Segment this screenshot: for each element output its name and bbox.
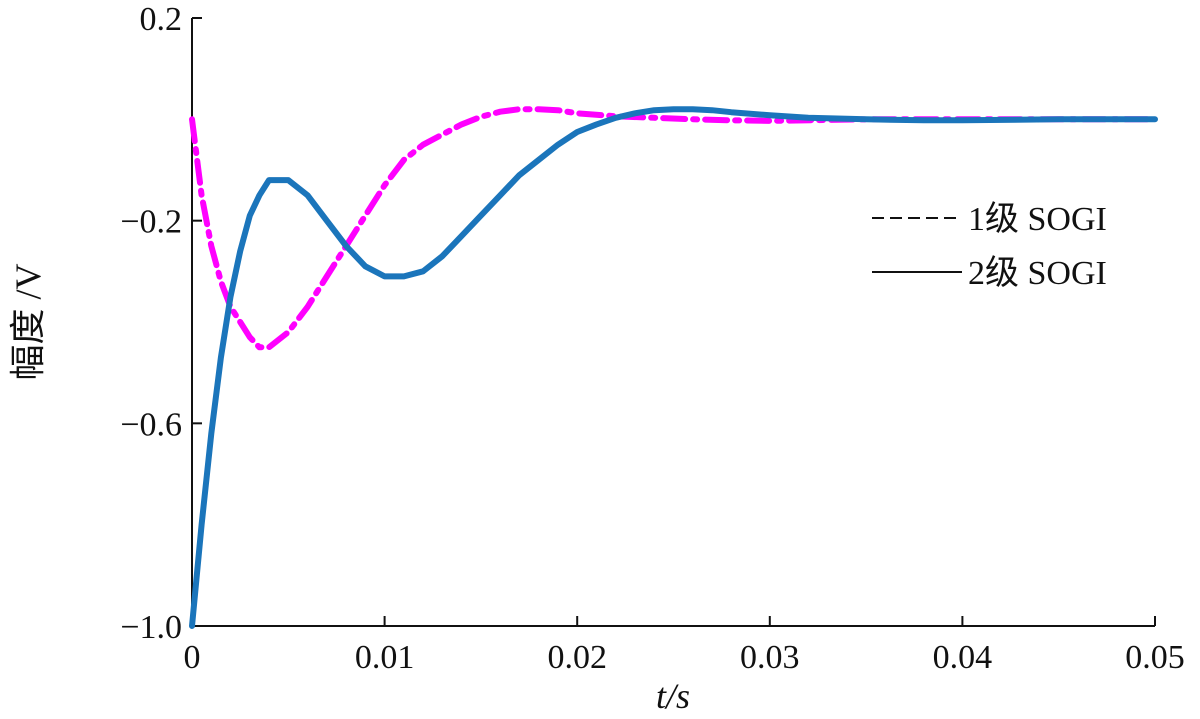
- y-tick-label: 0.2: [140, 1, 183, 38]
- x-axis-label: t/s: [656, 676, 690, 716]
- x-tick-label: 0.01: [355, 639, 415, 676]
- y-tick-label: −1.0: [120, 609, 182, 646]
- legend-label: 1级 SOGI: [968, 200, 1107, 238]
- x-tick-label: 0.02: [547, 639, 607, 676]
- y-axis-label: 幅度 /V: [8, 263, 48, 380]
- series-line-sogi-1: [189, 106, 1158, 351]
- y-tick-label: −0.2: [120, 204, 182, 241]
- y-tick-label: −0.6: [120, 406, 182, 443]
- x-tick-label: 0.04: [933, 639, 993, 676]
- x-tick-label: 0: [184, 639, 201, 676]
- series-line-sogi-2: [189, 106, 1158, 629]
- legend: 1级 SOGI 2级 SOGI: [872, 200, 1107, 292]
- x-tick-label: 0.03: [740, 639, 800, 676]
- x-tick-label: 0.05: [1125, 639, 1185, 676]
- y-ticks: 0.2 −0.2 −0.6 −1.0: [120, 1, 202, 646]
- x-ticks: 0 0.01 0.02 0.03 0.04 0.05: [184, 616, 1185, 676]
- legend-label: 2级 SOGI: [968, 254, 1107, 292]
- series-layer: [189, 106, 1158, 629]
